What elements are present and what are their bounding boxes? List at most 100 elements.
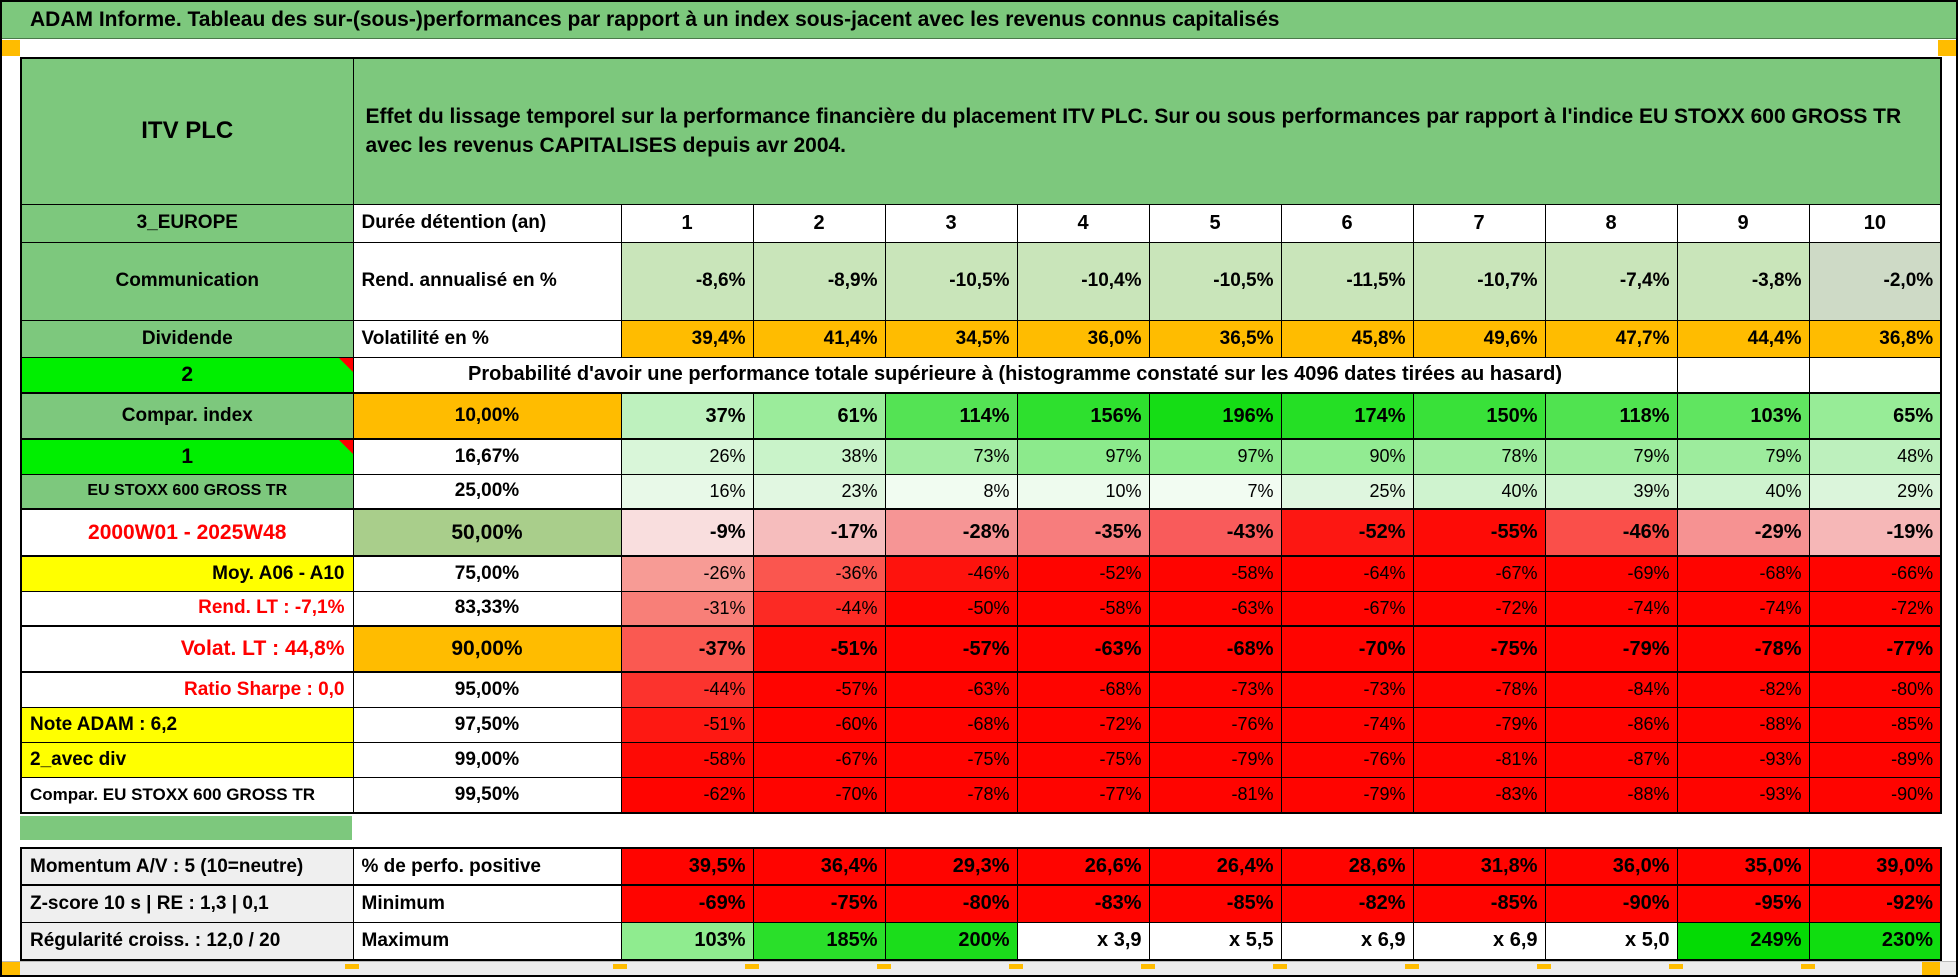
- cell-max-9[interactable]: 249%: [1676, 921, 1810, 961]
- cell-p50-10[interactable]: -19%: [1808, 508, 1942, 557]
- cell-p95-5[interactable]: -73%: [1148, 671, 1282, 708]
- cell-p25-3[interactable]: 8%: [884, 473, 1018, 510]
- cell-rend-4[interactable]: -10,4%: [1016, 241, 1150, 321]
- cell-p75-6[interactable]: -64%: [1280, 555, 1414, 592]
- cell-perfpos-10[interactable]: 39,0%: [1808, 847, 1942, 886]
- row-param-p16[interactable]: 16,67%: [352, 438, 622, 475]
- cell-durations-3[interactable]: 3: [884, 203, 1018, 243]
- cell-p25-5[interactable]: 7%: [1148, 473, 1282, 510]
- cell-rend-8[interactable]: -7,4%: [1544, 241, 1678, 321]
- cell-volat-3[interactable]: 34,5%: [884, 319, 1018, 358]
- cell-p25-2[interactable]: 23%: [752, 473, 886, 510]
- row-label-p50[interactable]: 2000W01 - 2025W48: [20, 508, 354, 557]
- cell-p75-10[interactable]: -66%: [1808, 555, 1942, 592]
- cell-max-3[interactable]: 200%: [884, 921, 1018, 961]
- row-label-min[interactable]: Z-score 10 s | RE : 1,3 | 0,1: [20, 884, 354, 923]
- row-param-max[interactable]: Maximum: [352, 921, 622, 961]
- cell-perfpos-3[interactable]: 29,3%: [884, 847, 1018, 886]
- cell-p10-9[interactable]: 103%: [1676, 392, 1810, 440]
- cell-p16-3[interactable]: 73%: [884, 438, 1018, 475]
- cell-max-10[interactable]: 230%: [1808, 921, 1942, 961]
- cell-p97-3[interactable]: -68%: [884, 706, 1018, 743]
- cell-p75-2[interactable]: -36%: [752, 555, 886, 592]
- row-param-p995[interactable]: 99,50%: [352, 776, 622, 814]
- cell-min-8[interactable]: -90%: [1544, 884, 1678, 923]
- cell-p99-3[interactable]: -75%: [884, 741, 1018, 778]
- cell-min-9[interactable]: -95%: [1676, 884, 1810, 923]
- row-param-p83[interactable]: 83,33%: [352, 590, 622, 627]
- cell-durations-7[interactable]: 7: [1412, 203, 1546, 243]
- cell-p50-8[interactable]: -46%: [1544, 508, 1678, 557]
- cell-max-5[interactable]: x 5,5: [1148, 921, 1282, 961]
- cell-p90-3[interactable]: -57%: [884, 625, 1018, 673]
- cell-p90-6[interactable]: -70%: [1280, 625, 1414, 673]
- cell-p10-8[interactable]: 118%: [1544, 392, 1678, 440]
- row-label-p97[interactable]: Note ADAM : 6,2: [20, 706, 354, 743]
- description-cell[interactable]: Effet du lissage temporel sur la perform…: [352, 57, 1942, 205]
- cell-p83-8[interactable]: -74%: [1544, 590, 1678, 627]
- row-label-proba[interactable]: 2: [20, 356, 354, 394]
- cell-perfpos-6[interactable]: 28,6%: [1280, 847, 1414, 886]
- row-param-p97[interactable]: 97,50%: [352, 706, 622, 743]
- cell-p16-5[interactable]: 97%: [1148, 438, 1282, 475]
- cell-perfpos-7[interactable]: 31,8%: [1412, 847, 1546, 886]
- cell-p83-4[interactable]: -58%: [1016, 590, 1150, 627]
- cell-p995-9[interactable]: -93%: [1676, 776, 1810, 814]
- cell-min-3[interactable]: -80%: [884, 884, 1018, 923]
- cell-p995-3[interactable]: -78%: [884, 776, 1018, 814]
- cell-perfpos-5[interactable]: 26,4%: [1148, 847, 1282, 886]
- cell-p25-1[interactable]: 16%: [620, 473, 754, 510]
- cell-p10-7[interactable]: 150%: [1412, 392, 1546, 440]
- cell-max-7[interactable]: x 6,9: [1412, 921, 1546, 961]
- row-param-perfpos[interactable]: % de perfo. positive: [352, 847, 622, 886]
- cell-p16-9[interactable]: 79%: [1676, 438, 1810, 475]
- cell-p83-6[interactable]: -67%: [1280, 590, 1414, 627]
- cell-durations-5[interactable]: 5: [1148, 203, 1282, 243]
- cell-p75-9[interactable]: -68%: [1676, 555, 1810, 592]
- cell-p995-5[interactable]: -81%: [1148, 776, 1282, 814]
- cell-p75-5[interactable]: -58%: [1148, 555, 1282, 592]
- row-param-p50[interactable]: 50,00%: [352, 508, 622, 557]
- row-label-p75[interactable]: Moy. A06 - A10: [20, 555, 354, 592]
- cell-durations-2[interactable]: 2: [752, 203, 886, 243]
- cell-p95-7[interactable]: -78%: [1412, 671, 1546, 708]
- cell-rend-1[interactable]: -8,6%: [620, 241, 754, 321]
- cell-p25-9[interactable]: 40%: [1676, 473, 1810, 510]
- cell-perfpos-8[interactable]: 36,0%: [1544, 847, 1678, 886]
- cell-p16-2[interactable]: 38%: [752, 438, 886, 475]
- cell-durations-9[interactable]: 9: [1676, 203, 1810, 243]
- cell-durations-6[interactable]: 6: [1280, 203, 1414, 243]
- cell-p50-2[interactable]: -17%: [752, 508, 886, 557]
- cell-rend-2[interactable]: -8,9%: [752, 241, 886, 321]
- cell-volat-10[interactable]: 36,8%: [1808, 319, 1942, 358]
- cell-p97-4[interactable]: -72%: [1016, 706, 1150, 743]
- cell-p99-7[interactable]: -81%: [1412, 741, 1546, 778]
- cell-p90-10[interactable]: -77%: [1808, 625, 1942, 673]
- cell-rend-3[interactable]: -10,5%: [884, 241, 1018, 321]
- probability-note-cell[interactable]: Probabilité d'avoir une performance tota…: [352, 356, 1678, 394]
- cell-p97-6[interactable]: -74%: [1280, 706, 1414, 743]
- cell-p95-9[interactable]: -82%: [1676, 671, 1810, 708]
- cell-p995-10[interactable]: -90%: [1808, 776, 1942, 814]
- cell-perfpos-1[interactable]: 39,5%: [620, 847, 754, 886]
- cell-p10-3[interactable]: 114%: [884, 392, 1018, 440]
- cell-p83-1[interactable]: -31%: [620, 590, 754, 627]
- row-label-volat[interactable]: Dividende: [20, 319, 354, 358]
- cell-p97-8[interactable]: -86%: [1544, 706, 1678, 743]
- cell-p25-7[interactable]: 40%: [1412, 473, 1546, 510]
- row-param-durations[interactable]: Durée détention (an): [352, 203, 622, 243]
- instrument-cell[interactable]: ITV PLC: [20, 57, 354, 205]
- cell-p995-2[interactable]: -70%: [752, 776, 886, 814]
- cell-durations-4[interactable]: 4: [1016, 203, 1150, 243]
- cell-p90-4[interactable]: -63%: [1016, 625, 1150, 673]
- cell-p10-5[interactable]: 196%: [1148, 392, 1282, 440]
- row-param-rend[interactable]: Rend. annualisé en %: [352, 241, 622, 321]
- cell-p10-6[interactable]: 174%: [1280, 392, 1414, 440]
- cell-volat-5[interactable]: 36,5%: [1148, 319, 1282, 358]
- cell-p995-1[interactable]: -62%: [620, 776, 754, 814]
- cell-perfpos-9[interactable]: 35,0%: [1676, 847, 1810, 886]
- cell-p95-3[interactable]: -63%: [884, 671, 1018, 708]
- cell-p99-5[interactable]: -79%: [1148, 741, 1282, 778]
- row-param-p99[interactable]: 99,00%: [352, 741, 622, 778]
- row-param-volat[interactable]: Volatilité en %: [352, 319, 622, 358]
